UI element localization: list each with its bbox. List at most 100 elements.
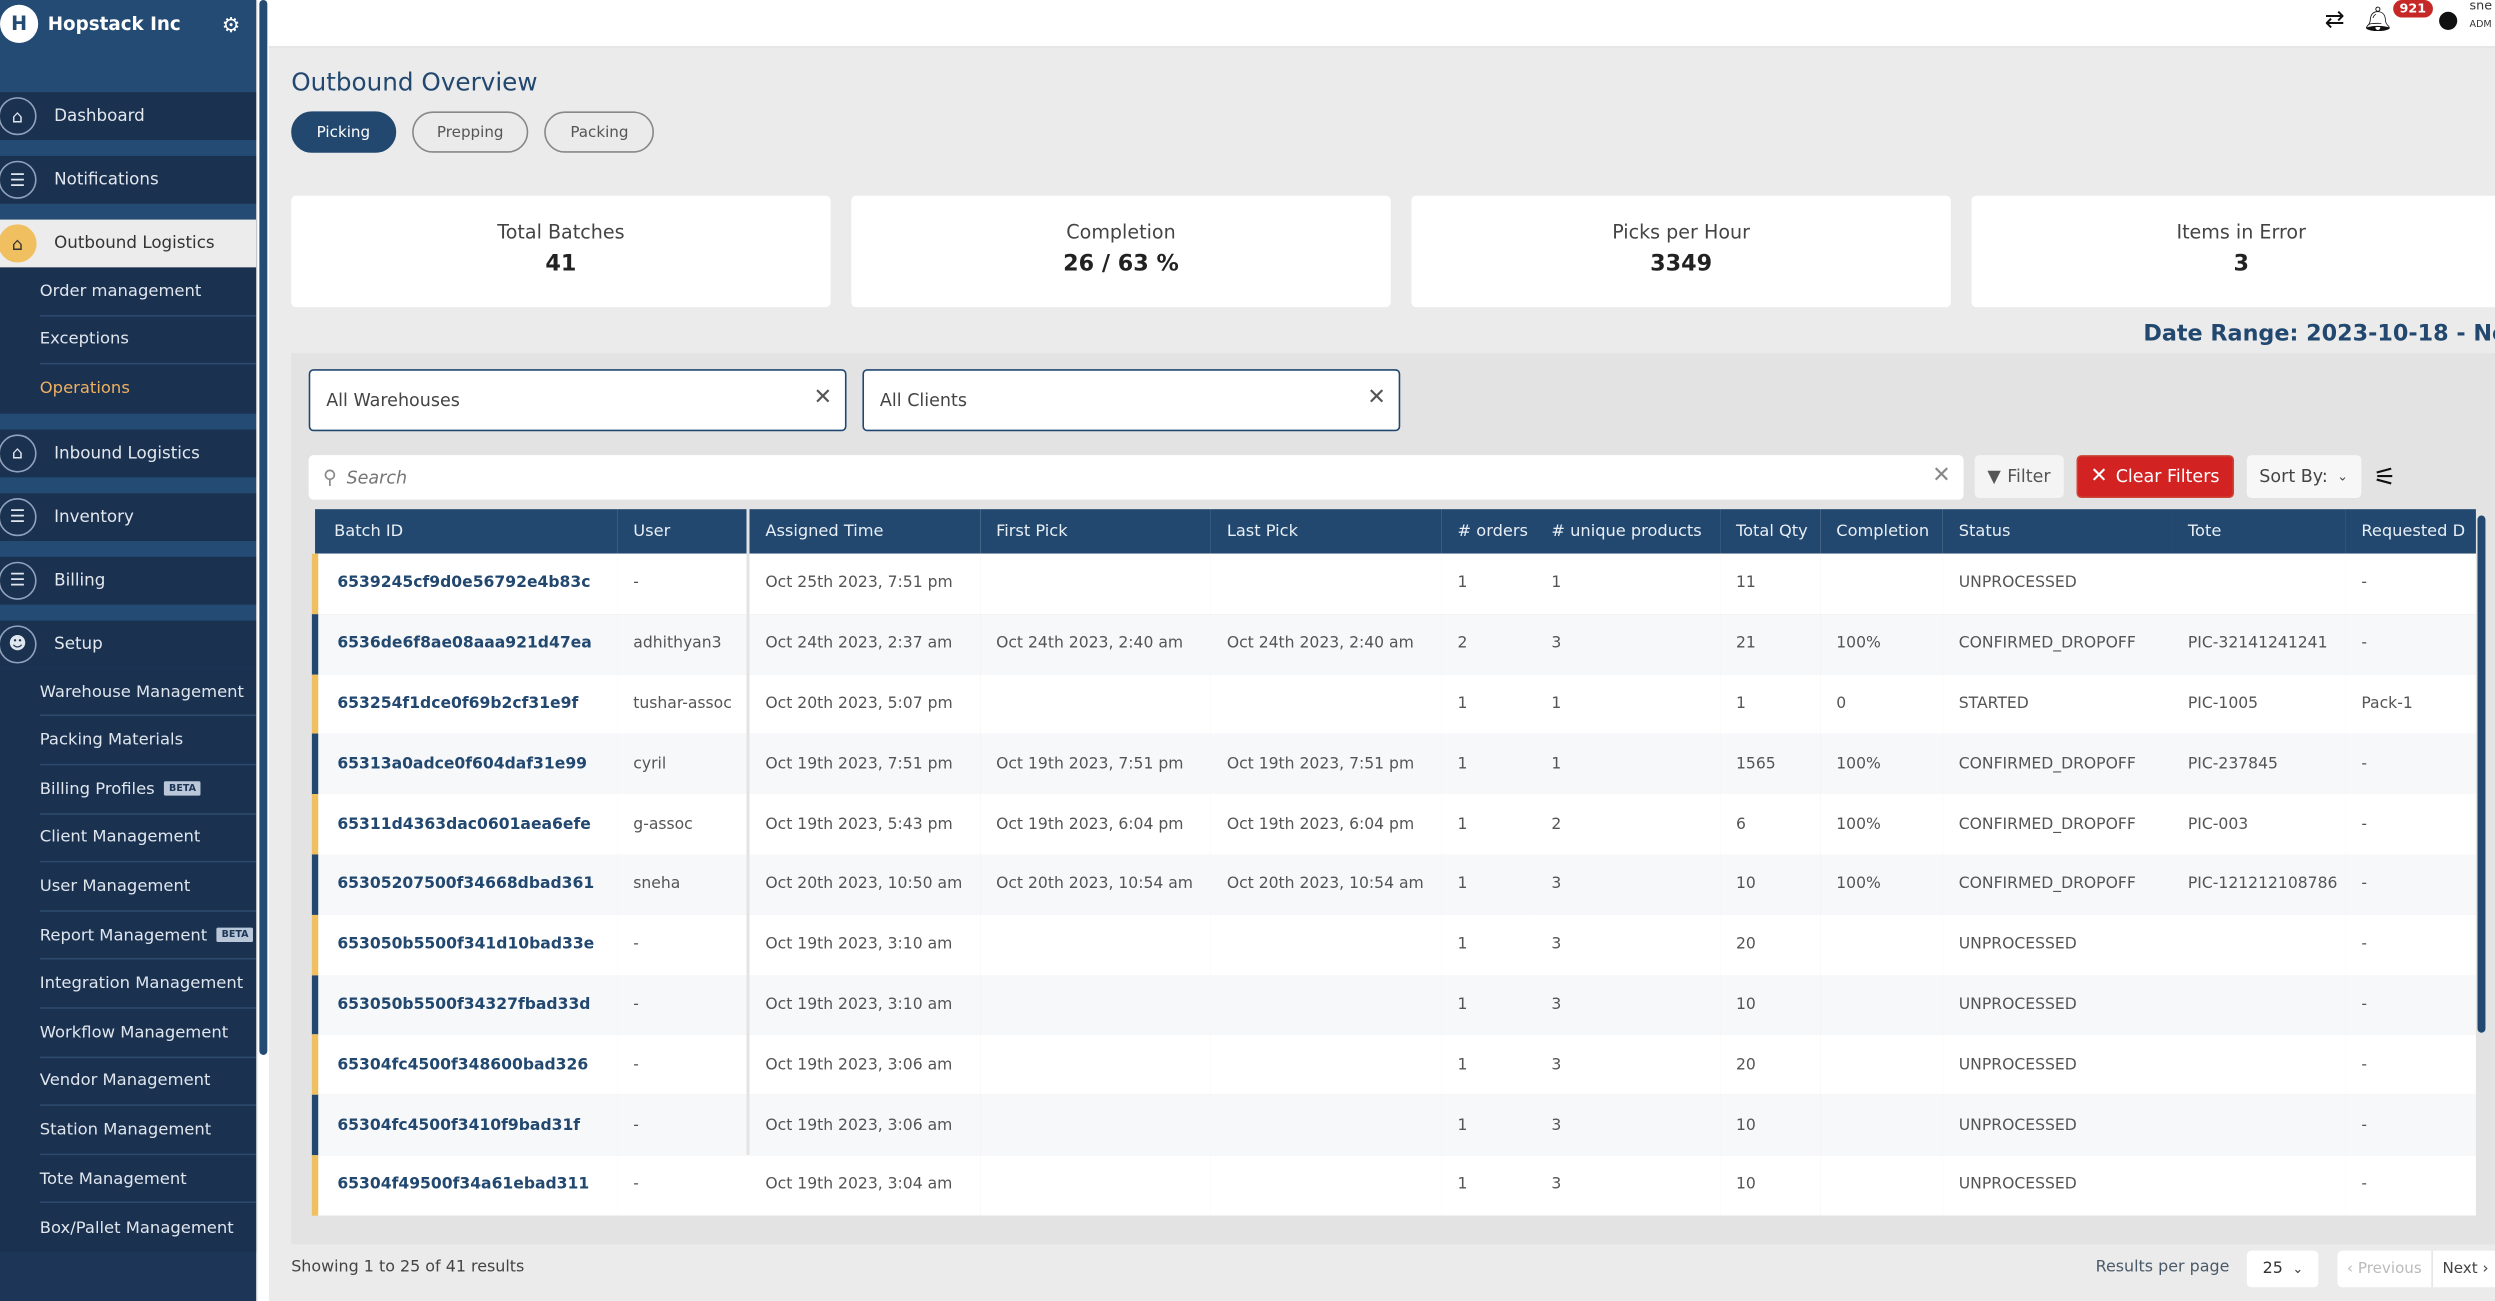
table-row[interactable]: 65313a0adce0f604daf31e99 cyril Oct 19th 20… <box>311 734 2476 795</box>
warehouse-select[interactable]: All Warehouses ✕ <box>308 369 847 432</box>
sidebar-item-label: Notifications <box>54 170 159 190</box>
table-row[interactable]: 6539245cf9d0e56792e4b83c - Oct 25th 2023, … <box>311 553 2476 614</box>
next-button[interactable]: Next › <box>2442 1260 2489 1278</box>
submenu-item-order-management[interactable]: Order management <box>39 267 257 317</box>
user-name[interactable]: sne <box>2469 0 2493 13</box>
clear-search-icon[interactable]: ✕ <box>1932 463 1951 489</box>
tab-picking[interactable]: Picking <box>291 111 396 153</box>
bell-icon[interactable]: 🔔︎ <box>2362 4 2394 34</box>
column-header[interactable]: Status <box>1942 509 2172 554</box>
previous-button[interactable]: ‹ Previous <box>2337 1250 2433 1288</box>
tab-prepping[interactable]: Prepping <box>411 111 529 153</box>
column-header[interactable]: User <box>617 509 750 554</box>
sidebar-item-inbound-logistics[interactable]: ⌂ Inbound Logistics <box>0 429 257 478</box>
batch-id-link[interactable]: 65311d4363dac0601aea6efe <box>311 794 618 855</box>
submenu-item-workflow-management[interactable]: Workflow Management <box>39 1009 257 1058</box>
sort-by-dropdown[interactable]: Sort By: ⌄ <box>2246 455 2361 499</box>
per-page-select[interactable]: 25 ⌄ <box>2246 1250 2319 1288</box>
column-header[interactable]: Tote <box>2171 509 2346 554</box>
sidebar-item-billing[interactable]: ☰ Billing <box>0 556 257 605</box>
table-row[interactable]: 65304fc4500f3410f9bad31f - Oct 19th 2023, … <box>311 1095 2476 1156</box>
table-cell <box>1210 1095 1442 1156</box>
table-cell: UNPROCESSED <box>1942 974 2172 1035</box>
submenu-item-integration-management[interactable]: Integration Management <box>39 960 257 1009</box>
warehouse-icon: ⌂ <box>0 224 37 263</box>
table-row[interactable]: 65311d4363dac0601aea6efe g-assoc Oct 19th … <box>311 794 2476 855</box>
per-page-value: 25 <box>2262 1260 2283 1278</box>
batch-id-link[interactable]: 6536de6f8ae08aaa921d47ea <box>311 613 618 675</box>
column-header[interactable]: # unique products <box>1535 509 1721 554</box>
stat-label: Completion <box>1066 221 1176 244</box>
submenu-item-packing-materials[interactable]: Packing Materials <box>39 717 257 766</box>
batch-id-link[interactable]: 65304f49500f34a61ebad311 <box>311 1155 618 1216</box>
batch-id-link[interactable]: 653050b5500f341d10bad33e <box>311 914 618 975</box>
column-header[interactable]: Last Pick <box>1210 509 1442 554</box>
submenu-item-report-management[interactable]: Report Management BETA <box>39 911 257 961</box>
table-cell: Pack-1 <box>2345 674 2476 735</box>
table-cell: - <box>2345 613 2476 675</box>
clear-filters-button[interactable]: ✕ Clear Filters <box>2076 455 2234 499</box>
submenu-item-tote-management[interactable]: Tote Management <box>39 1155 257 1204</box>
switch-icon[interactable]: ⇄ <box>2324 4 2345 34</box>
column-header[interactable]: Total Qty <box>1720 509 1821 554</box>
batch-id-link[interactable]: 65304fc4500f3410f9bad31f <box>311 1095 618 1156</box>
table-row[interactable]: 653050b5500f34327fbad33d - Oct 19th 2023, … <box>311 974 2476 1035</box>
batch-id-link[interactable]: 653050b5500f34327fbad33d <box>311 974 618 1035</box>
sidebar-item-notifications[interactable]: ☰ Notifications <box>0 155 257 204</box>
table-cell: 100% <box>1820 613 1943 675</box>
table-row[interactable]: 65304f49500f34a61ebad311- Oct 19th 2023, … <box>311 1155 2476 1216</box>
client-select[interactable]: All Clients ✕ <box>862 369 1401 432</box>
table-row[interactable]: 653254f1dce0f69b2cf31e9f tushar-assoc Oct … <box>311 674 2476 735</box>
column-header[interactable]: First Pick <box>980 509 1211 554</box>
table-cell: 10 <box>1720 1155 1821 1216</box>
sidebar-scrollbar[interactable] <box>257 0 269 1301</box>
batch-id-link[interactable]: 65304fc4500f348600bad326 <box>311 1034 618 1096</box>
submenu-item-client-management[interactable]: Client Management <box>39 814 257 863</box>
submenu-item-operations[interactable]: Operations <box>39 379 130 399</box>
table-cell: UNPROCESSED <box>1942 1095 2172 1156</box>
table-cell <box>1820 1034 1943 1096</box>
sidebar-item-outbound-logistics[interactable]: ⌂ Outbound Logistics <box>0 219 257 268</box>
sidebar-item-inventory[interactable]: ☰ Inventory <box>0 492 257 541</box>
column-header[interactable]: Assigned Time <box>749 509 981 554</box>
column-header[interactable]: # orders <box>1441 509 1536 554</box>
submenu-item-vendor-management[interactable]: Vendor Management <box>39 1057 257 1107</box>
table-row[interactable]: 6536de6f8ae08aaa921d47ea adhithyan3 Oct 24… <box>311 613 2476 675</box>
table-row[interactable]: 653050b5500f341d10bad33e - Oct 19th 2023, … <box>311 914 2476 975</box>
close-icon[interactable]: ✕ <box>1367 385 1386 411</box>
table-cell: - <box>2345 553 2476 614</box>
submenu-item-warehouse-management[interactable]: Warehouse Management <box>39 668 257 717</box>
table-cell: Oct 24th 2023, 2:40 am <box>980 613 1211 675</box>
batch-id-link[interactable]: 6539245cf9d0e56792e4b83c <box>311 553 618 614</box>
sidebar-item-setup[interactable]: ☻ Setup <box>0 620 257 668</box>
close-icon[interactable]: ✕ <box>813 385 833 411</box>
submenu-item-station-management[interactable]: Station Management <box>39 1106 257 1155</box>
table-cell: STARTED <box>1942 674 2172 735</box>
table-scrollbar[interactable] <box>2477 515 2486 1033</box>
stat-card: Completion 26 / 63 % <box>851 195 1391 308</box>
table-row[interactable]: 65305207500f34668dbad361 sneha Oct 20th 20… <box>311 854 2476 915</box>
submenu-item-billing-profiles[interactable]: Billing Profiles BETA <box>39 765 257 814</box>
stat-value: 26 / 63 % <box>1063 251 1179 277</box>
search-input[interactable] <box>346 467 1906 488</box>
user-avatar-icon[interactable]: ● <box>2437 4 2459 34</box>
filter-button[interactable]: ▼ Filter <box>1974 455 2064 499</box>
table-cell <box>980 553 1211 614</box>
table-cell <box>1820 553 1943 614</box>
column-header[interactable]: Requested D <box>2345 509 2476 554</box>
column-header[interactable]: Batch ID <box>315 509 618 554</box>
batch-id-link[interactable]: 653254f1dce0f69b2cf31e9f <box>311 674 618 735</box>
column-header[interactable]: Completion <box>1820 509 1943 554</box>
column-settings-icon[interactable]: ⚟ <box>2373 461 2397 492</box>
table-row[interactable]: 65304fc4500f348600bad326- Oct 19th 2023, … <box>311 1034 2476 1096</box>
batch-id-link[interactable]: 65313a0adce0f604daf31e99 <box>311 734 618 795</box>
sidebar-item-dashboard[interactable]: ⌂ Dashboard <box>0 92 257 141</box>
submenu-item-box-pallet-management[interactable]: Box/Pallet Management <box>40 1203 256 1252</box>
gear-icon[interactable]: ⚙ <box>221 14 241 39</box>
submenu-item-user-management[interactable]: User Management <box>39 863 257 912</box>
batch-id-link[interactable]: 65305207500f34668dbad361 <box>311 854 618 915</box>
submenu-item-exceptions[interactable]: Exceptions <box>39 316 257 365</box>
search-icon: ⚲ <box>323 466 338 489</box>
submenu-item-label: User Management <box>39 876 191 896</box>
tab-packing[interactable]: Packing <box>544 111 654 153</box>
